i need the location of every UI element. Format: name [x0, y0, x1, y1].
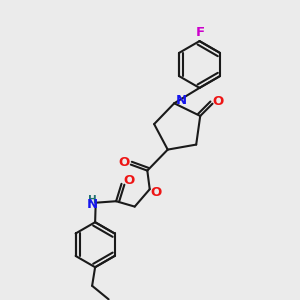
Text: N: N — [87, 198, 98, 211]
Text: O: O — [123, 174, 135, 187]
Text: O: O — [151, 186, 162, 199]
Text: O: O — [118, 156, 130, 169]
Text: H: H — [88, 195, 97, 205]
Text: O: O — [212, 95, 224, 108]
Text: N: N — [175, 94, 186, 107]
Text: F: F — [196, 26, 205, 39]
